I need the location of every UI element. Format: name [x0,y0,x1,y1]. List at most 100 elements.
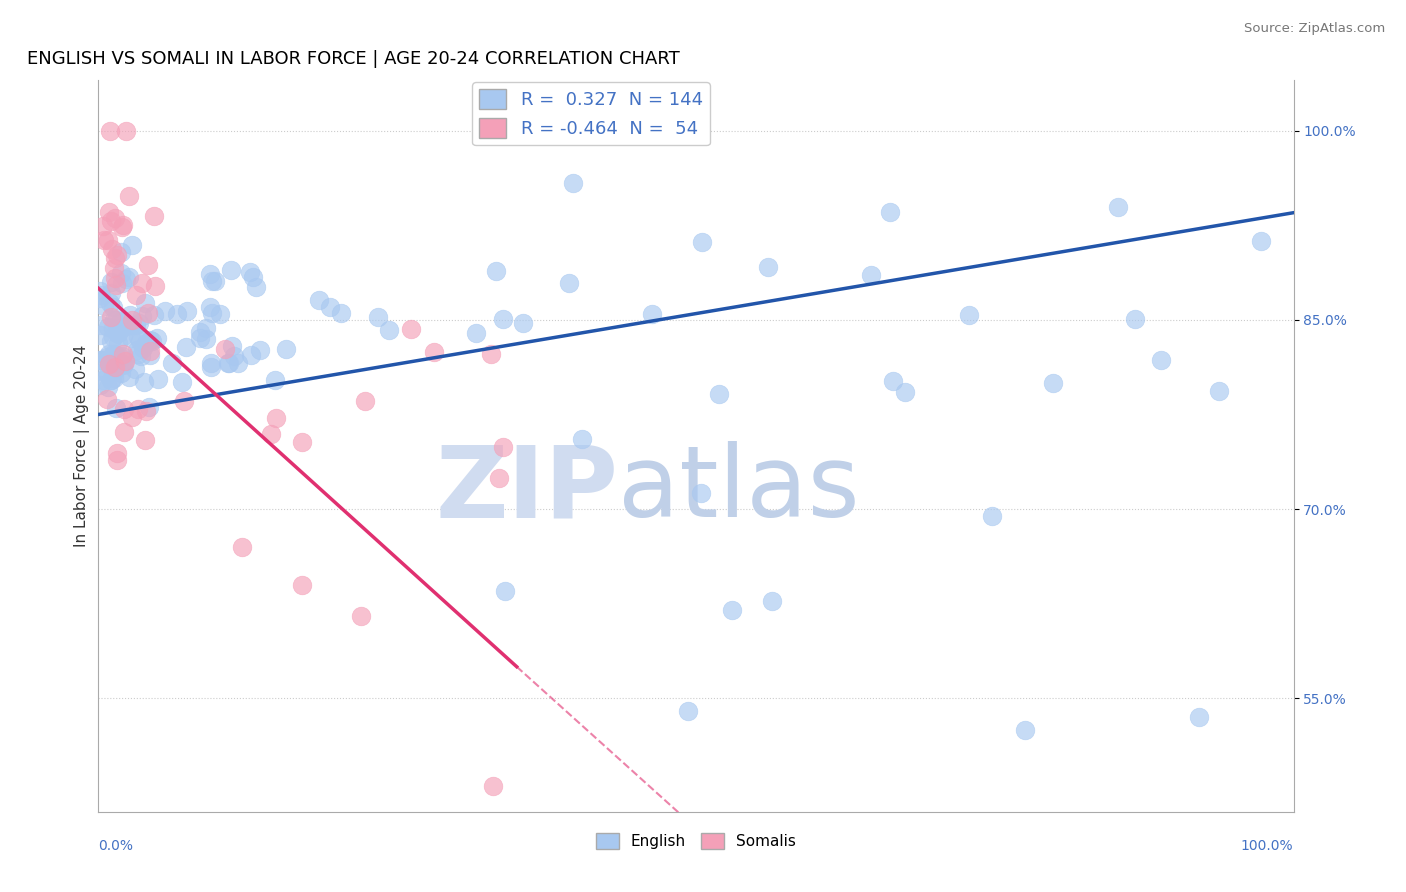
Point [188,331,211,345]
Point [170,375,193,389]
Point [194,332,217,346]
Point [1107,200,1129,214]
Point [111,349,134,363]
Point [111,220,134,235]
Point [96,350,118,364]
Point [485,264,508,278]
Point [1014,723,1036,737]
Point [110,351,132,366]
Point [132,376,155,390]
Point [112,346,135,360]
Point [980,509,1002,524]
Point [138,305,160,319]
Point [90,287,112,301]
Point [200,356,222,370]
Point [127,347,149,361]
Point [894,385,917,400]
Point [115,272,138,286]
Point [96,392,118,406]
Point [98,124,121,138]
Point [90,352,112,367]
Point [488,471,510,485]
Point [101,320,124,334]
Point [114,354,136,368]
Point [201,274,224,288]
Point [112,329,135,343]
Point [93,365,115,379]
Point [173,393,195,408]
Point [350,609,373,624]
Legend: English, Somalis: English, Somalis [589,827,803,855]
Point [111,358,134,372]
Point [105,326,128,340]
Text: ZIP: ZIP [436,442,619,539]
Point [104,211,127,225]
Point [89,291,111,305]
Point [200,360,222,375]
Point [89,352,111,367]
Point [721,603,744,617]
Point [146,371,169,385]
Point [100,213,122,227]
Point [707,386,730,401]
Point [512,316,534,330]
Point [557,276,579,290]
Text: atlas: atlas [619,442,860,539]
Point [160,356,183,370]
Point [125,318,148,332]
Point [111,320,134,334]
Point [879,205,901,219]
Point [571,432,593,446]
Point [174,340,197,354]
Point [222,349,245,363]
Point [689,486,711,500]
Point [103,312,125,326]
Point [260,427,283,442]
Point [93,233,115,247]
Point [110,366,132,380]
Point [859,268,882,283]
Point [264,410,287,425]
Point [141,334,163,348]
Y-axis label: In Labor Force | Age 20-24: In Labor Force | Age 20-24 [75,345,90,547]
Point [129,334,152,349]
Point [90,318,112,333]
Point [101,243,124,257]
Point [103,355,125,369]
Point [761,594,783,608]
Point [97,357,120,371]
Point [354,394,377,409]
Point [104,251,127,265]
Point [494,584,516,599]
Point [128,316,150,330]
Point [465,326,488,340]
Point [1042,376,1064,391]
Point [104,271,127,285]
Point [1188,710,1211,724]
Point [756,260,779,274]
Point [93,299,115,313]
Point [378,323,401,337]
Point [118,270,141,285]
Point [198,268,221,282]
Text: 0.0%: 0.0% [98,838,134,853]
Point [318,300,340,314]
Point [139,333,162,347]
Point [105,248,128,262]
Point [103,260,125,275]
Point [134,433,156,447]
Point [100,334,122,349]
Point [142,308,165,322]
Point [105,321,128,335]
Point [97,380,120,394]
Point [112,425,135,440]
Point [1208,384,1230,398]
Point [104,363,127,377]
Point [105,313,128,327]
Point [107,326,129,340]
Point [121,237,143,252]
Point [120,318,142,332]
Point [214,343,236,357]
Point [124,361,146,376]
Point [957,308,980,322]
